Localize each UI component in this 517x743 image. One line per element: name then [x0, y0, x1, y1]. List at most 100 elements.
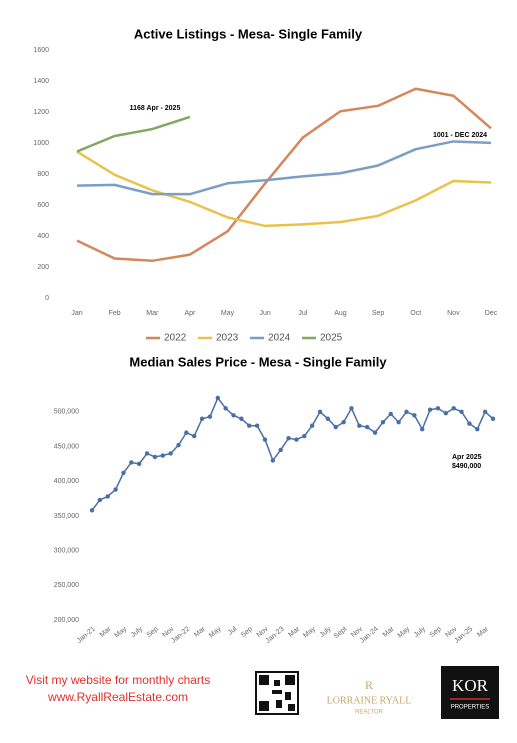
- data-point: [467, 421, 472, 426]
- x-tick-label: Dec: [485, 310, 498, 317]
- data-point: [121, 470, 126, 476]
- y-tick-label: 400,000: [54, 478, 79, 485]
- data-point: [278, 447, 283, 453]
- data-point: [105, 494, 110, 499]
- data-point: [435, 406, 441, 411]
- data-point: [451, 406, 456, 411]
- x-tick-label: Sep: [372, 310, 385, 317]
- website[interactable]: www.RyallRealEstate.com: [47, 690, 188, 704]
- data-point: [239, 416, 244, 421]
- brokerage-sub: PROPERTIES: [451, 705, 490, 711]
- data-point: [482, 409, 488, 415]
- x-tick-label: Jul: [298, 310, 307, 317]
- y-tick-label: 200: [37, 264, 49, 271]
- data-point: [207, 414, 213, 419]
- data-point: [89, 508, 95, 513]
- y-tick-label: 1000: [33, 140, 49, 147]
- data-point: [97, 497, 103, 503]
- data-point: [129, 460, 134, 465]
- chart-title: Median Sales Price - Mesa - Single Famil…: [129, 354, 387, 369]
- data-point: [349, 406, 354, 411]
- x-tick-label: Jan: [71, 310, 82, 317]
- data-point: [223, 406, 228, 411]
- x-tick-label: Jul: [227, 625, 239, 636]
- legend-label: 2024: [268, 333, 291, 344]
- y-tick-label: 350,000: [54, 513, 79, 520]
- data-point: [199, 416, 205, 421]
- data-point: [215, 395, 221, 401]
- data-point: [262, 437, 268, 442]
- data-point: [380, 420, 386, 425]
- data-point: [364, 424, 370, 430]
- y-tick-label: 600: [37, 202, 49, 209]
- qr-code: [255, 671, 299, 715]
- data-point: [168, 451, 173, 456]
- series-line: [76, 115, 191, 153]
- y-tick-label: 800: [37, 171, 49, 178]
- legend-label: 2023: [216, 333, 239, 344]
- data-point: [490, 416, 496, 421]
- agent-name: LORRAINE RYALL: [327, 695, 412, 706]
- data-point: [427, 407, 433, 412]
- data-point: [325, 416, 331, 421]
- data-point: [254, 423, 260, 428]
- y-tick-label: 1200: [33, 109, 49, 116]
- y-tick-label: 200,000: [54, 617, 79, 624]
- agent-title: REALTOR: [355, 710, 383, 716]
- x-tick-label: Apr: [184, 310, 196, 317]
- y-tick-label: 1600: [33, 47, 49, 54]
- data-point: [333, 424, 338, 430]
- annotation: 1001 - DEC 2024: [433, 132, 487, 139]
- series-line: [76, 140, 492, 196]
- y-tick-label: 1400: [33, 78, 49, 85]
- data-point: [113, 487, 118, 492]
- data-point: [184, 430, 189, 435]
- data-point: [475, 426, 480, 432]
- website-prompt: Visit my website for monthly charts: [26, 673, 211, 687]
- x-tick-label: Nov: [447, 310, 460, 317]
- data-point: [317, 409, 323, 415]
- data-point: [247, 423, 252, 428]
- x-tick-label: Jun: [260, 310, 271, 317]
- data-point: [309, 423, 315, 428]
- data-point: [294, 437, 299, 442]
- series-line: [76, 150, 492, 228]
- data-point: [372, 430, 378, 435]
- y-tick-label: 250,000: [54, 582, 79, 589]
- data-point: [357, 423, 362, 428]
- data-point: [420, 426, 425, 432]
- x-tick-label: Aug: [334, 310, 347, 317]
- data-point: [286, 435, 291, 441]
- x-tick-label: Mar: [146, 310, 159, 317]
- chart-title: Active Listings - Mesa- Single Family: [134, 26, 363, 41]
- legend-label: 2022: [164, 333, 187, 344]
- annotation: 1168 Apr - 2025: [130, 105, 181, 112]
- annotation: Apr 2025: [452, 454, 482, 461]
- brokerage: KOR: [452, 676, 489, 695]
- legend-label: 2025: [320, 333, 343, 344]
- y-tick-label: 500,000: [54, 409, 79, 416]
- logo-mark: R: [365, 678, 373, 692]
- x-tick-label: Oct: [410, 310, 421, 317]
- data-point: [459, 409, 464, 415]
- series-line: [76, 87, 492, 263]
- data-point: [160, 453, 165, 458]
- data-point: [404, 409, 409, 415]
- data-point: [152, 454, 158, 460]
- data-point: [192, 433, 197, 439]
- x-tick-label: May: [221, 310, 235, 317]
- y-tick-label: 400: [37, 233, 49, 240]
- brokerage-logo: [441, 666, 499, 719]
- data-point: [396, 420, 401, 425]
- data-point: [231, 413, 236, 418]
- data-point: [302, 433, 307, 439]
- y-tick-label: 450,000: [54, 443, 79, 450]
- series-line: [91, 397, 494, 511]
- data-point: [136, 461, 142, 467]
- data-point: [270, 458, 276, 463]
- data-point: [144, 451, 150, 456]
- y-tick-label: 0: [45, 295, 49, 302]
- data-point: [443, 411, 449, 416]
